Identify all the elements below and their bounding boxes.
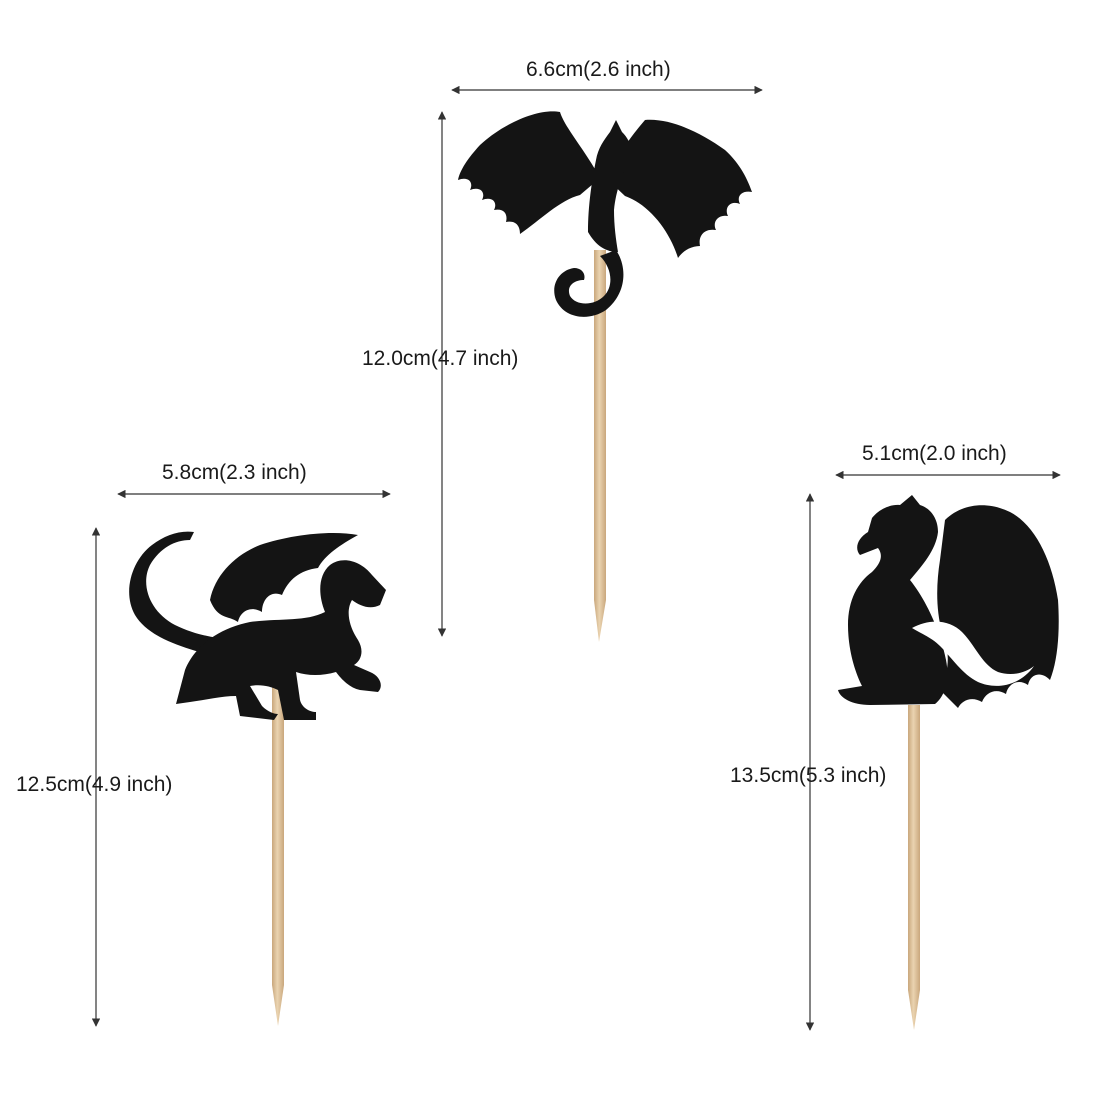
walking-dragon-silhouette [129,531,386,720]
toothpick [272,680,284,1026]
sitting-dragon-height-label: 13.5cm(5.3 inch) [730,764,887,787]
flying-dragon-height-label: 12.0cm(4.7 inch) [362,347,519,370]
walking-dragon-topper [91,489,391,1027]
sitting-dragon-width-label: 5.1cm(2.0 inch) [862,442,1007,465]
toothpick [594,250,606,642]
walking-dragon-width-label: 5.8cm(2.3 inch) [162,461,307,484]
sitting-dragon-silhouette [838,495,1059,708]
sitting-dragon-topper [805,470,1061,1031]
flying-dragon-topper [437,85,763,642]
flying-dragon-silhouette [458,111,752,317]
toothpick [908,705,920,1030]
walking-dragon-height-label: 12.5cm(4.9 inch) [16,773,173,796]
flying-dragon-width-label: 6.6cm(2.6 inch) [526,58,671,81]
wing-underside-gap [912,621,1034,686]
